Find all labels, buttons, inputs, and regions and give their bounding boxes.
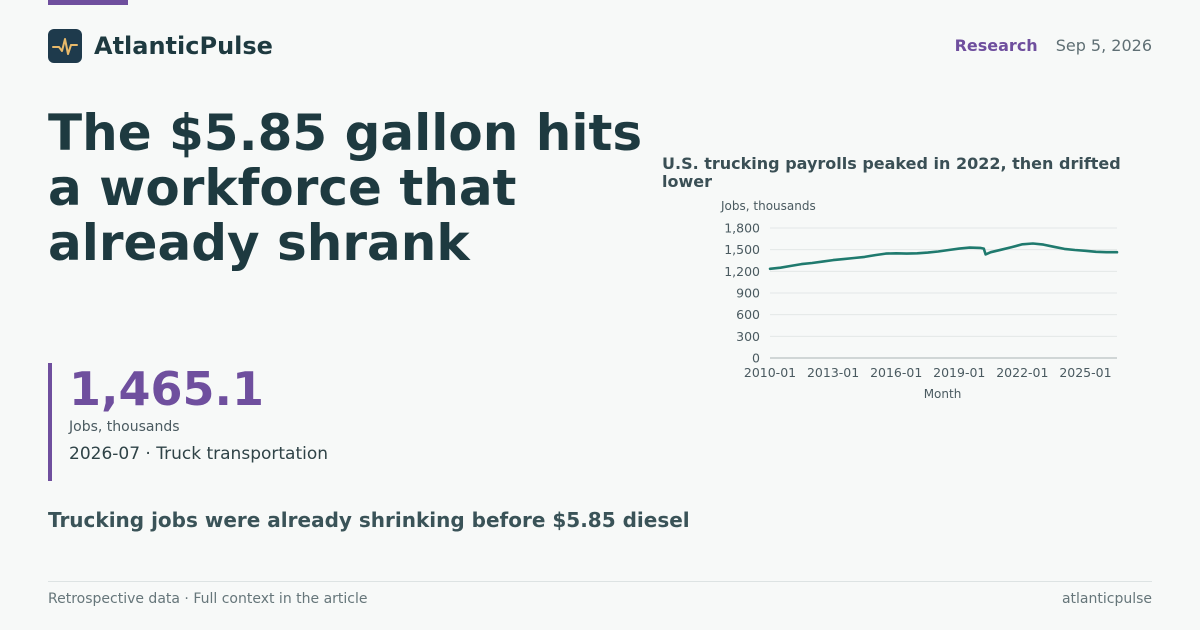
headline: The $5.85 gallon hits a workforce that a… (48, 104, 643, 272)
header-meta: Research Sep 5, 2026 (955, 36, 1152, 55)
y-axis-title: Jobs, thousands (720, 199, 816, 213)
stat-callout: 1,465.1 Jobs, thousands 2026-07 · Truck … (48, 363, 328, 481)
line-chart: Jobs, thousands 0 300 600 900 1,200 1,500 1,800… (720, 199, 1119, 401)
x-tick-label: 2019-01 (933, 365, 985, 380)
takeaway: Trucking jobs were already shrinking bef… (48, 508, 690, 532)
brand[interactable]: AtlanticPulse (48, 29, 273, 63)
x-tick-label: 2016-01 (870, 365, 922, 380)
series-line (768, 242, 1119, 271)
y-tick-label: 300 (736, 329, 760, 344)
brand-name: AtlanticPulse (94, 32, 273, 60)
footer-note: Retrospective data · Full context in the… (48, 591, 368, 607)
x-tick-label: 2010-01 (744, 365, 796, 380)
x-tick-label: 2025-01 (1059, 365, 1111, 380)
publish-date: Sep 5, 2026 (1055, 36, 1152, 55)
y-tick-label: 0 (752, 351, 760, 366)
y-tick-label: 1,500 (724, 242, 760, 257)
chart-title: U.S. trucking payrolls peaked in 2022, t… (662, 154, 1121, 191)
x-axis-title: Month (924, 387, 962, 401)
footer-site[interactable]: atlanticpulse (1061, 591, 1152, 607)
top-accent-bar (48, 0, 128, 5)
stat-unit: Jobs, thousands (69, 419, 180, 435)
footer-divider (48, 581, 1152, 582)
category-link[interactable]: Research (954, 36, 1038, 55)
stat-value: 1,465.1 (69, 362, 264, 416)
y-tick-label: 900 (736, 286, 760, 301)
pulse-icon (48, 29, 82, 63)
stat-context: 2026-07 · Truck transportation (69, 444, 329, 464)
x-tick-label: 2022-01 (996, 365, 1048, 380)
y-tick-label: 600 (736, 307, 760, 322)
x-tick-label: 2013-01 (807, 365, 859, 380)
y-tick-label: 1,800 (724, 221, 760, 236)
y-tick-label: 1,200 (724, 264, 760, 279)
